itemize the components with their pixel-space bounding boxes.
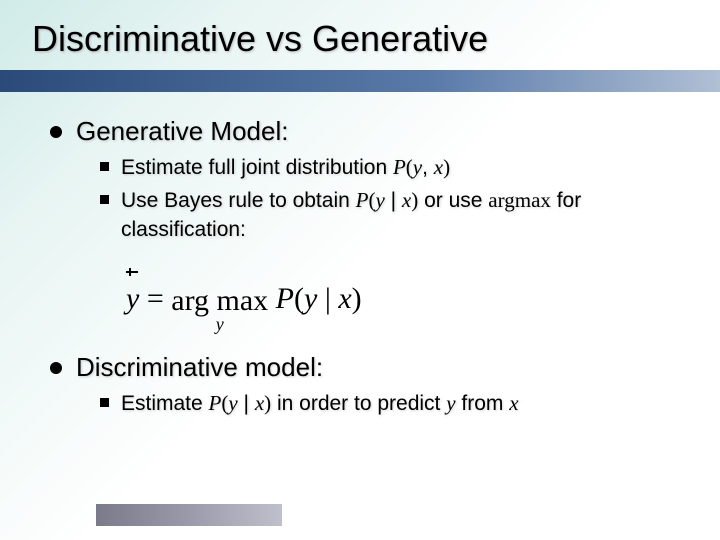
text-fragment: Estimate bbox=[121, 392, 209, 415]
paren: ( bbox=[406, 155, 413, 179]
bullet-square-icon bbox=[100, 162, 109, 171]
math-y: y bbox=[304, 282, 317, 315]
math-y: y bbox=[446, 391, 455, 415]
slide-content: Generative Model: Estimate full joint di… bbox=[0, 92, 720, 418]
bar: | bbox=[317, 282, 338, 315]
math-y: y bbox=[413, 155, 422, 179]
list-item: Use Bayes rule to obtain P(y | x) or use… bbox=[100, 186, 670, 244]
argmax-subscript: y bbox=[171, 314, 268, 335]
math-y: y bbox=[375, 188, 384, 212]
list-item: Estimate P(y | x) in order to predict y … bbox=[100, 389, 670, 418]
math-x: x bbox=[434, 155, 443, 179]
paren: ) bbox=[352, 282, 362, 315]
comma: , bbox=[422, 156, 434, 179]
math-P: P bbox=[276, 282, 294, 315]
bar: | bbox=[385, 189, 402, 212]
formula-block: y = arg maxy P(y | x) bbox=[50, 262, 670, 344]
argmax-word: argmax bbox=[488, 188, 551, 212]
math-y: y bbox=[228, 391, 237, 415]
title-underline-bar bbox=[0, 70, 720, 92]
text-fragment: or use bbox=[418, 189, 488, 212]
text-fragment: in order to predict bbox=[271, 392, 446, 415]
list-item-text: Estimate full joint distribution P(y, x) bbox=[121, 153, 450, 182]
argmax-text: arg max bbox=[171, 284, 268, 317]
math-P: P bbox=[393, 155, 406, 179]
discriminative-subitems: Estimate P(y | x) in order to predict y … bbox=[50, 389, 670, 418]
argmax-operator: arg maxy bbox=[171, 284, 268, 318]
hat-icon bbox=[124, 266, 144, 280]
section-heading: Discriminative model: bbox=[76, 352, 323, 383]
section-generative: Generative Model: bbox=[50, 116, 670, 147]
section-heading: Generative Model: bbox=[76, 116, 288, 147]
text-fragment: Use Bayes rule to obtain bbox=[121, 189, 356, 212]
bullet-square-icon bbox=[100, 398, 109, 407]
math-y: y bbox=[126, 282, 139, 315]
text-fragment: Estimate full joint distribution bbox=[121, 156, 393, 179]
paren: ) bbox=[443, 155, 450, 179]
text-fragment: from bbox=[456, 392, 510, 415]
list-item-text: Estimate P(y | x) in order to predict y … bbox=[121, 389, 519, 418]
list-item: Estimate full joint distribution P(y, x) bbox=[100, 153, 670, 182]
list-item-text: Use Bayes rule to obtain P(y | x) or use… bbox=[121, 186, 670, 244]
argmax-formula: y = arg maxy P(y | x) bbox=[126, 282, 670, 318]
y-hat: y bbox=[126, 282, 139, 316]
generative-subitems: Estimate full joint distribution P(y, x)… bbox=[50, 153, 670, 244]
math-x: x bbox=[255, 391, 264, 415]
math-x: x bbox=[338, 282, 351, 315]
section-discriminative: Discriminative model: bbox=[50, 352, 670, 383]
math-P: P bbox=[209, 391, 222, 415]
space bbox=[268, 282, 276, 315]
bullet-round-icon bbox=[50, 362, 62, 374]
equals: = bbox=[139, 282, 171, 315]
math-P: P bbox=[356, 188, 369, 212]
bottom-accent-bar bbox=[96, 504, 282, 526]
math-x: x bbox=[402, 188, 411, 212]
paren: ( bbox=[294, 282, 304, 315]
math-x: x bbox=[509, 391, 518, 415]
bullet-round-icon bbox=[50, 126, 62, 138]
slide-title: Discriminative vs Generative bbox=[0, 0, 720, 70]
bar: | bbox=[238, 392, 255, 415]
bullet-square-icon bbox=[100, 195, 109, 204]
